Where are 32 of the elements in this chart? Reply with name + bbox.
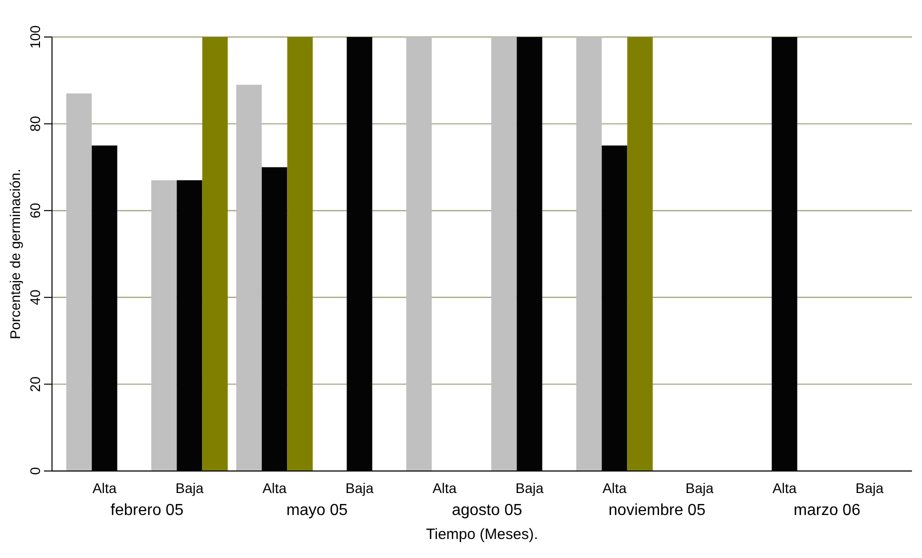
- x-axis-title: Tiempo (Meses).: [426, 526, 538, 543]
- x-tick-label: Baja: [515, 480, 544, 496]
- bar: [491, 37, 517, 471]
- x-tick-label: Alta: [92, 480, 117, 496]
- text: febrero 05: [110, 502, 184, 519]
- y-tick-label: 60: [27, 202, 43, 218]
- y-tick-label: 100: [27, 25, 43, 49]
- text: marzo 06: [794, 502, 860, 519]
- bar: [287, 37, 313, 471]
- text: mayo 05: [286, 502, 348, 519]
- bar: [406, 37, 432, 471]
- x-tick-label: Alta: [262, 480, 287, 496]
- bar: [236, 84, 262, 471]
- x-tick-label: Baja: [855, 480, 884, 496]
- x-tick-label: Alta: [772, 480, 797, 496]
- y-axis-title: Porcentaje de germinación.: [7, 168, 23, 340]
- bar: [627, 37, 653, 471]
- bar: [576, 37, 602, 471]
- y-tick-label: 0: [27, 466, 43, 475]
- x-tick-label: Baja: [345, 480, 374, 496]
- bar: [202, 37, 228, 471]
- x-tick-label: Baja: [685, 480, 714, 496]
- y-tick-label: 20: [27, 376, 43, 392]
- y-tick-label: 40: [27, 289, 43, 306]
- bar: [151, 180, 177, 471]
- text: agosto 05: [452, 502, 522, 519]
- x-tick-label: Alta: [432, 480, 457, 496]
- x-tick-label: Alta: [602, 480, 627, 496]
- bar: [66, 93, 92, 471]
- x-tick-label: Baja: [175, 480, 204, 496]
- text: noviembre 05: [608, 502, 706, 519]
- y-tick-label: 80: [27, 116, 43, 132]
